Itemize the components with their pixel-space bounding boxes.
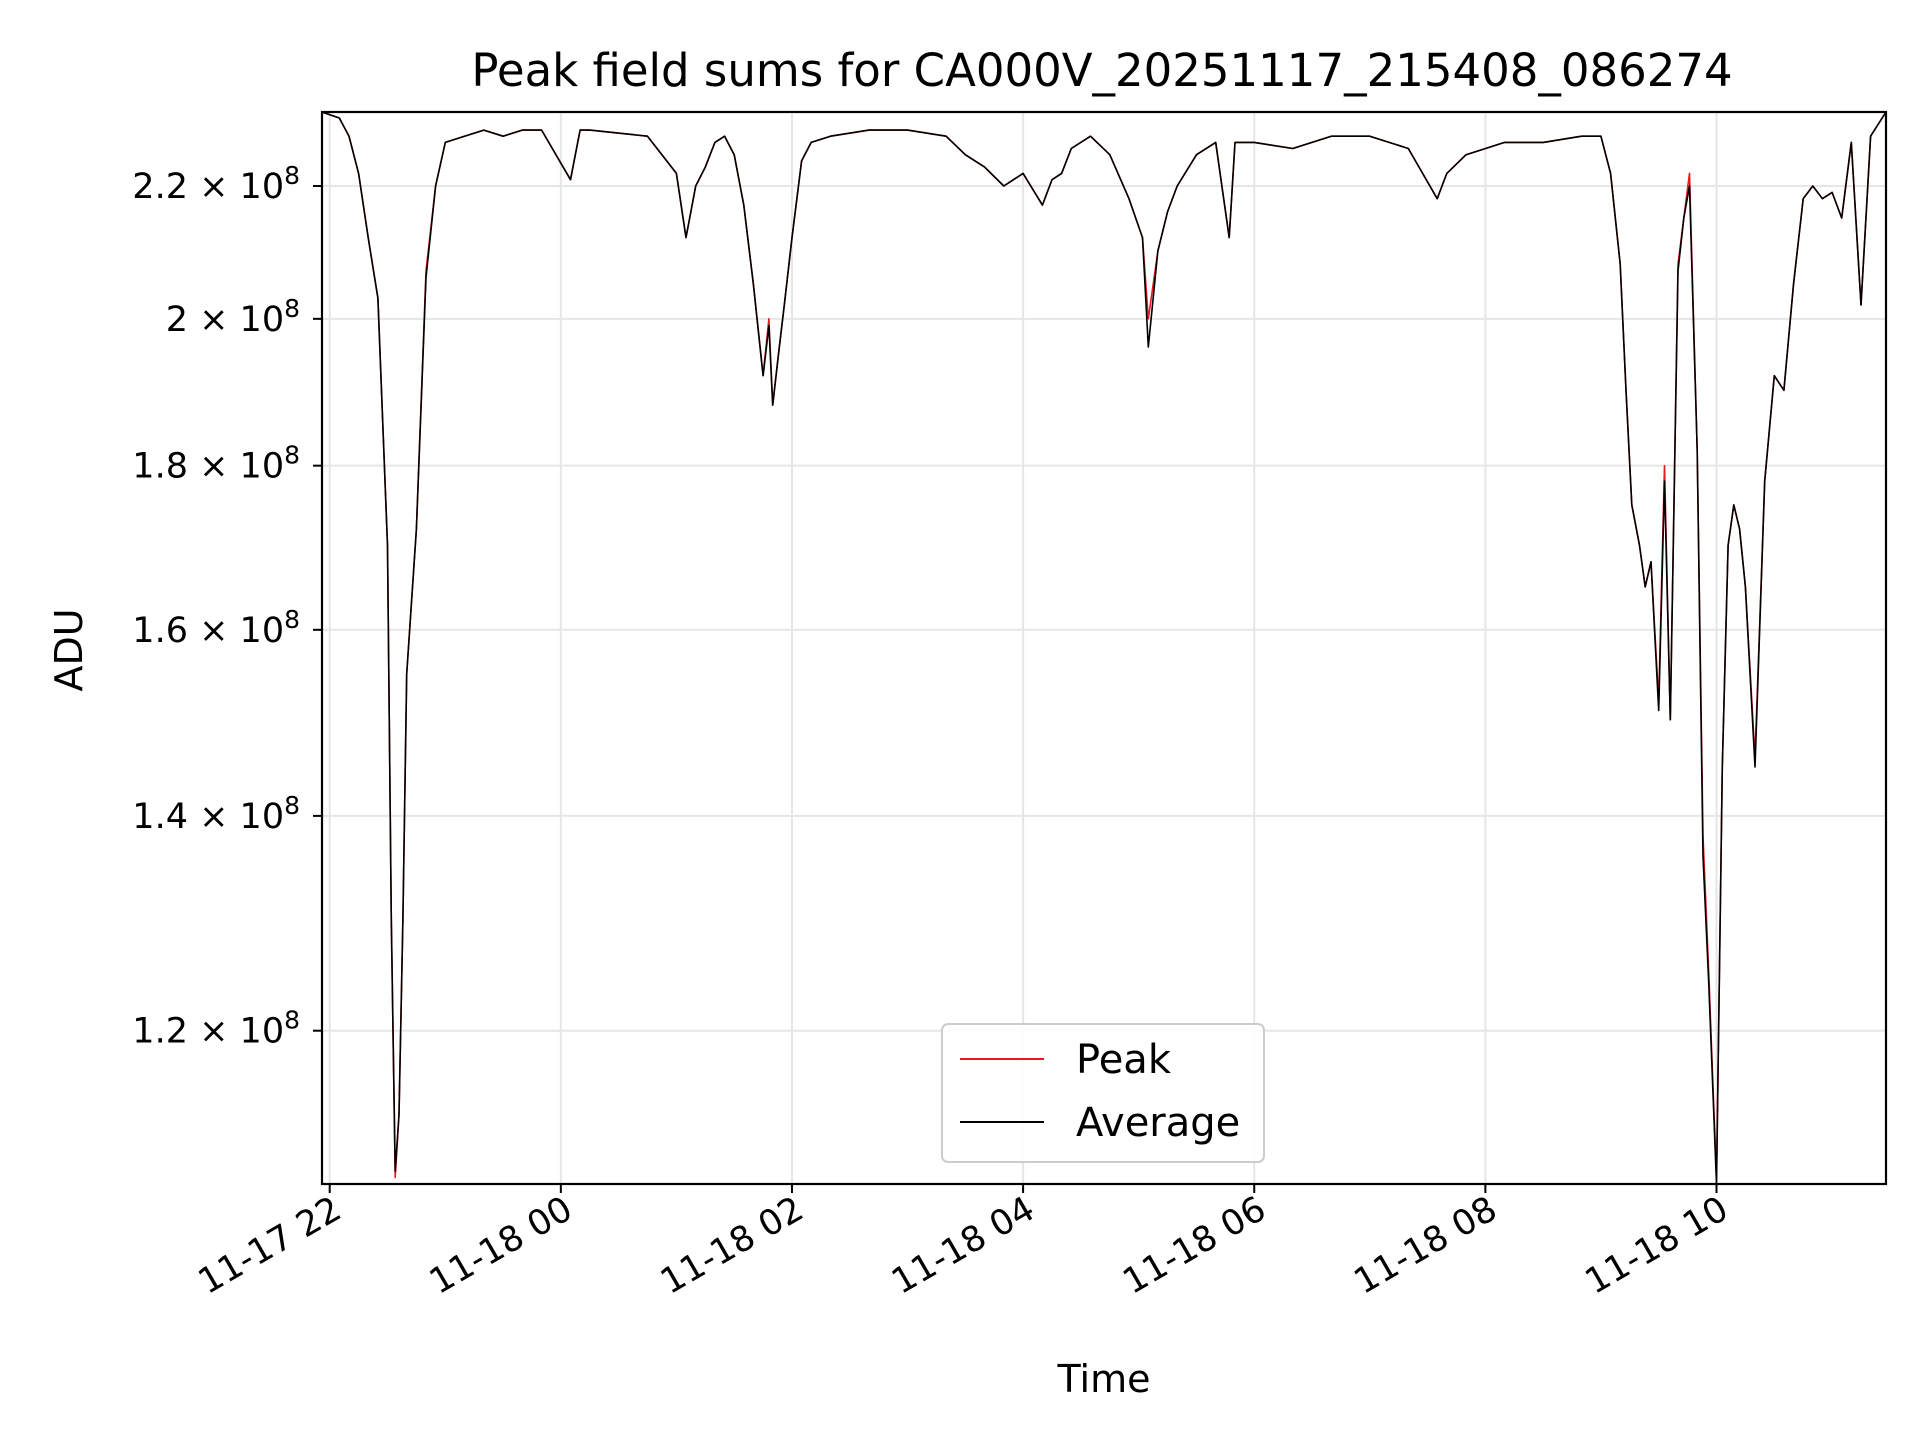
legend: Peak Average — [941, 1023, 1265, 1163]
y-tick-times: × 10 — [188, 797, 284, 837]
y-tick-label: 1.8 × 108 — [132, 441, 300, 487]
chart-title: Peak field sums for CA000V_20251117_2154… — [471, 44, 1732, 97]
y-tick-label: 1.4 × 108 — [132, 791, 300, 837]
y-tick-times: × 10 — [188, 1012, 284, 1052]
y-tick-mantissa: 2 — [166, 300, 188, 340]
grid-lines — [322, 112, 1886, 1184]
y-tick-mantissa: 2.2 — [132, 167, 188, 207]
y-tick-times: × 10 — [188, 447, 284, 487]
y-axis-label: ADU — [47, 608, 91, 691]
y-tick-label: 2 × 108 — [166, 294, 300, 340]
y-tick-mantissa: 1.2 — [132, 1012, 188, 1052]
plot-area — [322, 112, 1886, 1184]
legend-label-average: Average — [1076, 1100, 1240, 1146]
y-tick-exponent: 8 — [284, 791, 300, 820]
x-axis-label: Time — [1057, 1357, 1151, 1401]
y-tick-label: 1.6 × 108 — [132, 605, 300, 651]
y-tick-mantissa: 1.8 — [132, 447, 188, 487]
y-tick-mantissa: 1.4 — [132, 797, 188, 837]
y-tick-mantissa: 1.6 — [132, 611, 188, 651]
y-tick-exponent: 8 — [284, 441, 300, 470]
y-tick-exponent: 8 — [284, 605, 300, 634]
legend-label-peak: Peak — [1076, 1037, 1172, 1083]
y-tick-label: 1.2 × 108 — [132, 1006, 300, 1052]
axes-frame — [320, 110, 1888, 1186]
y-tick-exponent: 8 — [284, 294, 300, 323]
y-tick-exponent: 8 — [284, 161, 300, 190]
y-tick-exponent: 8 — [284, 1006, 300, 1035]
y-tick-times: × 10 — [188, 300, 284, 340]
series-line-average — [322, 112, 1886, 1184]
y-tick-times: × 10 — [188, 611, 284, 651]
y-tick-label: 2.2 × 108 — [132, 161, 300, 207]
y-tick-times: × 10 — [188, 167, 284, 207]
